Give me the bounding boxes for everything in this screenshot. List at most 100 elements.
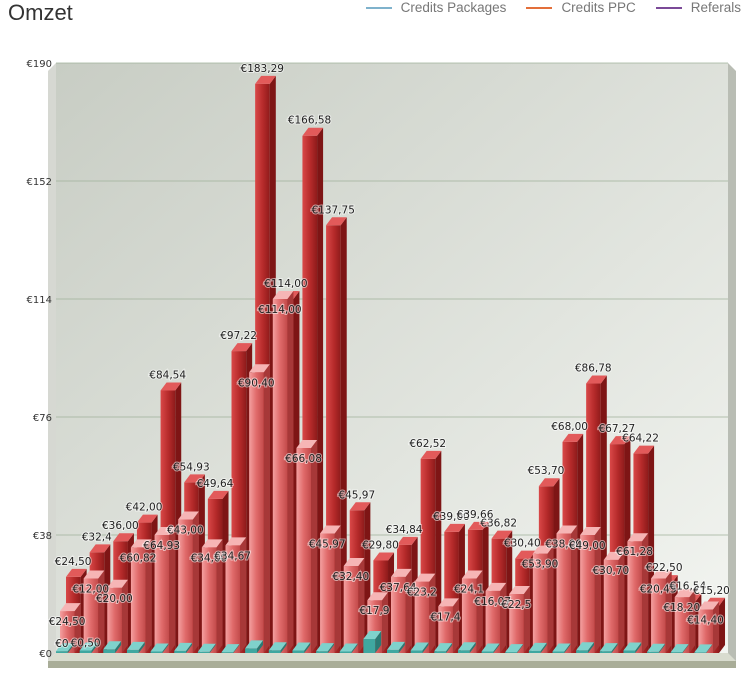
data-label-credits-packages: €49,00	[569, 540, 606, 552]
right-wall	[728, 63, 736, 668]
legend-label-referals: Referals	[690, 0, 741, 15]
data-label-credits-ppc: €15,20	[693, 585, 730, 597]
data-label-credits-packages: €53,90	[522, 559, 559, 571]
bar-credits-packages	[154, 527, 176, 653]
bar-credits-packages	[178, 511, 199, 653]
data-label-credits-ppc: €137,75	[311, 204, 354, 216]
data-label-credits-ppc: €53,70	[528, 465, 565, 477]
bar-referals	[576, 642, 594, 653]
data-label-credits-ppc: €36,82	[480, 518, 517, 530]
bar-credits-packages	[698, 601, 720, 653]
left-wall	[48, 63, 56, 661]
data-label-credits-packages: €66,08	[285, 453, 322, 465]
legend-swatch-credits-packages	[365, 6, 392, 9]
bar-credits-packages	[201, 539, 223, 653]
y-tick-label: €190	[27, 59, 52, 70]
data-label-credits-packages: €22,5	[501, 599, 531, 611]
data-label-credits-packages: €17,9	[359, 605, 389, 617]
bar-credits-packages	[438, 598, 459, 653]
legend-swatch-credits-ppc	[526, 6, 553, 9]
bar-referals	[410, 642, 429, 653]
bar-referals	[56, 643, 74, 653]
data-label-credits-ppc: €34,84	[386, 524, 423, 536]
bar-credits-packages	[391, 568, 412, 653]
data-label-credits-ppc: €42,00	[126, 502, 163, 514]
bar-credits-packages	[249, 364, 270, 653]
data-label-credits-ppc: €114,00	[264, 278, 307, 290]
y-tick-label: €114	[27, 295, 52, 306]
bar-credits-packages	[674, 589, 696, 653]
data-label-credits-ppc: €68,00	[551, 421, 588, 433]
data-label-credits-packages: €23,2	[407, 587, 437, 599]
data-label-credits-ppc: €166,58	[288, 115, 331, 127]
data-label-credits-packages: €20,43	[640, 583, 677, 595]
data-label-credits-ppc: €84,54	[149, 369, 186, 381]
bar-credits-packages	[414, 573, 436, 653]
bar-referals	[316, 643, 334, 653]
data-label-credits-packages: €114,00	[258, 304, 301, 316]
bar-referals	[481, 643, 500, 653]
data-label-credits-ppc: €29,80	[362, 539, 399, 551]
bar-credits-packages	[627, 533, 649, 653]
bar-referals	[363, 631, 382, 653]
bar-referals	[670, 644, 689, 653]
legend-item-credits-ppc[interactable]: Credits PPC	[526, 0, 636, 15]
bar-referals	[221, 644, 240, 653]
data-label-credits-packages: €34,00	[191, 552, 228, 564]
bar-credits-packages	[580, 527, 601, 653]
bar-credits-packages	[532, 545, 554, 653]
bar-referals	[174, 642, 193, 653]
data-label-credits-packages: €37,64	[380, 582, 417, 594]
data-label-referals: €0	[55, 638, 68, 650]
chart-title: Omzet	[8, 0, 73, 25]
data-label-credits-ppc: €30,40	[504, 538, 541, 550]
data-label-credits-packages: €64,93	[143, 540, 180, 552]
data-label-credits-ppc: €86,78	[575, 363, 612, 375]
bar-referals	[623, 642, 642, 653]
bar-credits-packages	[296, 440, 318, 653]
bar-referals	[599, 643, 618, 653]
data-label-credits-ppc: €32,4	[82, 531, 112, 543]
bar-credits-packages	[556, 525, 578, 653]
y-tick-label: €0	[39, 649, 52, 660]
bar-referals	[268, 642, 287, 653]
bar-referals	[505, 644, 524, 653]
data-label-credits-packages: €24,50	[49, 616, 86, 628]
data-label-credits-packages: €38,00	[545, 538, 582, 550]
bar-credits-packages	[272, 291, 294, 653]
data-label-credits-ppc: €54,93	[173, 461, 210, 473]
legend-label-credits-packages: Credits Packages	[400, 0, 507, 15]
data-label-credits-packages: €20,00	[96, 593, 133, 605]
data-label-credits-ppc: €24,50	[55, 556, 92, 568]
bar-credits-packages	[83, 570, 105, 653]
bar-referals	[339, 643, 358, 653]
bar-credits-packages	[60, 603, 81, 653]
bar-referals	[79, 642, 98, 653]
data-label-credits-packages: €45,97	[309, 538, 346, 550]
data-label-credits-ppc: €67,27	[599, 423, 636, 435]
legend-item-credits-packages[interactable]: Credits Packages	[365, 0, 507, 15]
bar-credits-packages	[603, 551, 625, 653]
bar-credits-packages	[225, 537, 247, 653]
data-label-credits-packages: €60,82	[120, 552, 157, 564]
bar-referals	[387, 641, 405, 653]
bar-referals	[150, 643, 169, 653]
bar-referals	[457, 642, 476, 653]
data-label-credits-packages: €34,67	[214, 550, 251, 562]
bar-referals	[126, 641, 145, 653]
bar-credits-packages	[485, 582, 507, 653]
legend-item-referals[interactable]: Referals	[655, 0, 741, 15]
data-label-credits-ppc: €49,64	[197, 478, 234, 490]
bar-referals	[245, 640, 263, 653]
bar-referals	[103, 641, 122, 653]
bar-referals	[292, 642, 311, 653]
data-label-credits-ppc: €64,22	[622, 433, 659, 445]
bar-referals	[434, 643, 453, 653]
bar-credits-packages	[461, 570, 483, 653]
data-label-credits-ppc: €39,66	[457, 509, 494, 521]
data-label-credits-ppc: €36,00	[102, 520, 139, 532]
data-label-credits-ppc: €39,00	[433, 511, 470, 523]
bar-referals	[197, 643, 216, 653]
bar-credits-packages	[320, 525, 341, 653]
